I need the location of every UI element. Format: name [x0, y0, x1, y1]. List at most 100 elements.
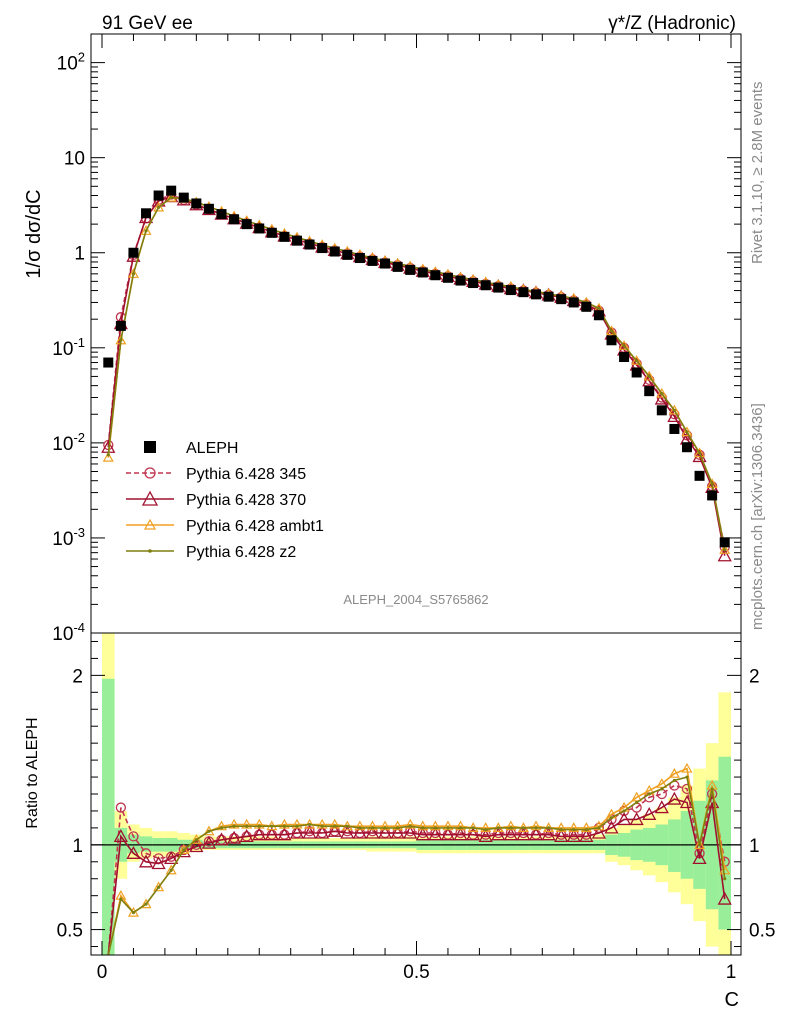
ratio-y-axis-label: Ratio to ALEPH — [24, 717, 41, 828]
x-tick-label: 0.5 — [403, 962, 429, 983]
data-point — [189, 839, 204, 853]
data-point — [289, 825, 305, 839]
data-point — [685, 775, 689, 779]
data-point — [631, 355, 643, 365]
data-point — [157, 205, 161, 209]
ratio-y-tick-label-right: 2 — [749, 666, 760, 687]
y-tick-label: 10-3 — [52, 525, 85, 550]
data-point — [191, 198, 202, 209]
data-point — [144, 229, 148, 233]
data-point — [496, 826, 500, 830]
legend-label: Pythia 6.428 z2 — [186, 544, 296, 561]
data-point — [455, 275, 466, 286]
data-point — [681, 783, 693, 795]
data-point — [140, 225, 152, 235]
y-tick-label: 10-2 — [52, 430, 85, 455]
data-point — [354, 820, 366, 831]
data-point — [556, 294, 567, 305]
data-point — [530, 820, 542, 831]
data-point — [216, 209, 227, 220]
y-tick-label: 1 — [74, 244, 85, 265]
data-point — [178, 844, 190, 855]
data-point — [717, 891, 732, 905]
data-point — [672, 778, 676, 783]
data-point — [329, 246, 340, 257]
data-point — [717, 548, 732, 562]
data-point — [484, 827, 488, 832]
data-point — [543, 291, 554, 302]
data-point — [266, 227, 277, 238]
data-point — [408, 824, 412, 828]
legend-marker — [141, 490, 159, 506]
data-point — [555, 822, 567, 832]
data-point — [672, 408, 676, 412]
data-point — [442, 820, 454, 831]
data-point — [609, 329, 614, 333]
data-point — [643, 370, 655, 381]
data-point — [342, 249, 353, 260]
uncertainty-band-green — [718, 756, 731, 930]
data-point — [128, 247, 139, 258]
data-point — [505, 285, 516, 296]
data-point — [468, 278, 479, 289]
data-point — [584, 827, 588, 832]
data-point — [642, 806, 657, 820]
data-point — [417, 820, 429, 831]
analysis-watermark: ALEPH_2004_S5765862 — [343, 592, 488, 607]
data-point — [390, 825, 405, 839]
uncertainty-band-green — [190, 839, 203, 849]
data-point — [635, 800, 639, 805]
data-point — [554, 829, 569, 843]
data-point — [654, 800, 669, 814]
data-point — [270, 824, 274, 828]
main-plot-panel: 10-4 10-3 10-2 10-1 1 10 102 1/σ dσ/dC ALEPH Pyth… — [23, 33, 742, 645]
data-point — [164, 851, 179, 865]
data-point — [622, 809, 626, 813]
data-point — [126, 845, 141, 859]
data-point — [455, 820, 467, 831]
data-point — [656, 405, 667, 416]
data-point — [531, 289, 542, 300]
data-point — [568, 822, 580, 832]
data-point — [442, 272, 453, 283]
data-point — [254, 223, 265, 234]
data-point — [566, 829, 581, 843]
data-point — [430, 270, 441, 281]
data-point — [190, 834, 202, 844]
data-point — [178, 192, 189, 203]
data-point — [405, 264, 416, 275]
data-point — [417, 267, 428, 278]
data-point — [647, 374, 651, 379]
data-point — [127, 906, 139, 917]
data-point — [581, 301, 592, 312]
y-tick-label: 10-1 — [52, 335, 85, 360]
data-point — [493, 282, 504, 293]
data-point — [370, 826, 375, 830]
y-tick-label: 10-4 — [52, 620, 85, 645]
data-point — [229, 214, 240, 225]
data-point — [660, 787, 664, 791]
data-point — [697, 451, 702, 455]
data-point — [239, 829, 254, 843]
data-point — [681, 762, 693, 773]
data-point — [681, 426, 693, 437]
data-point — [707, 490, 718, 501]
data-point — [304, 239, 315, 250]
data-point — [166, 185, 177, 196]
data-point — [340, 825, 355, 839]
data-point — [153, 190, 164, 201]
data-point — [669, 423, 680, 434]
data-point — [503, 827, 518, 841]
data-point — [245, 824, 249, 828]
data-point — [719, 544, 731, 554]
data-point — [667, 791, 682, 805]
data-point — [282, 824, 287, 828]
data-point — [141, 208, 152, 219]
data-point — [572, 827, 576, 832]
data-point — [102, 451, 114, 462]
data-point — [182, 848, 186, 852]
data-point — [215, 820, 228, 831]
data-point — [153, 881, 165, 892]
y-axis-label: 1/σ dσ/dC — [23, 189, 45, 278]
data-point — [320, 824, 324, 828]
